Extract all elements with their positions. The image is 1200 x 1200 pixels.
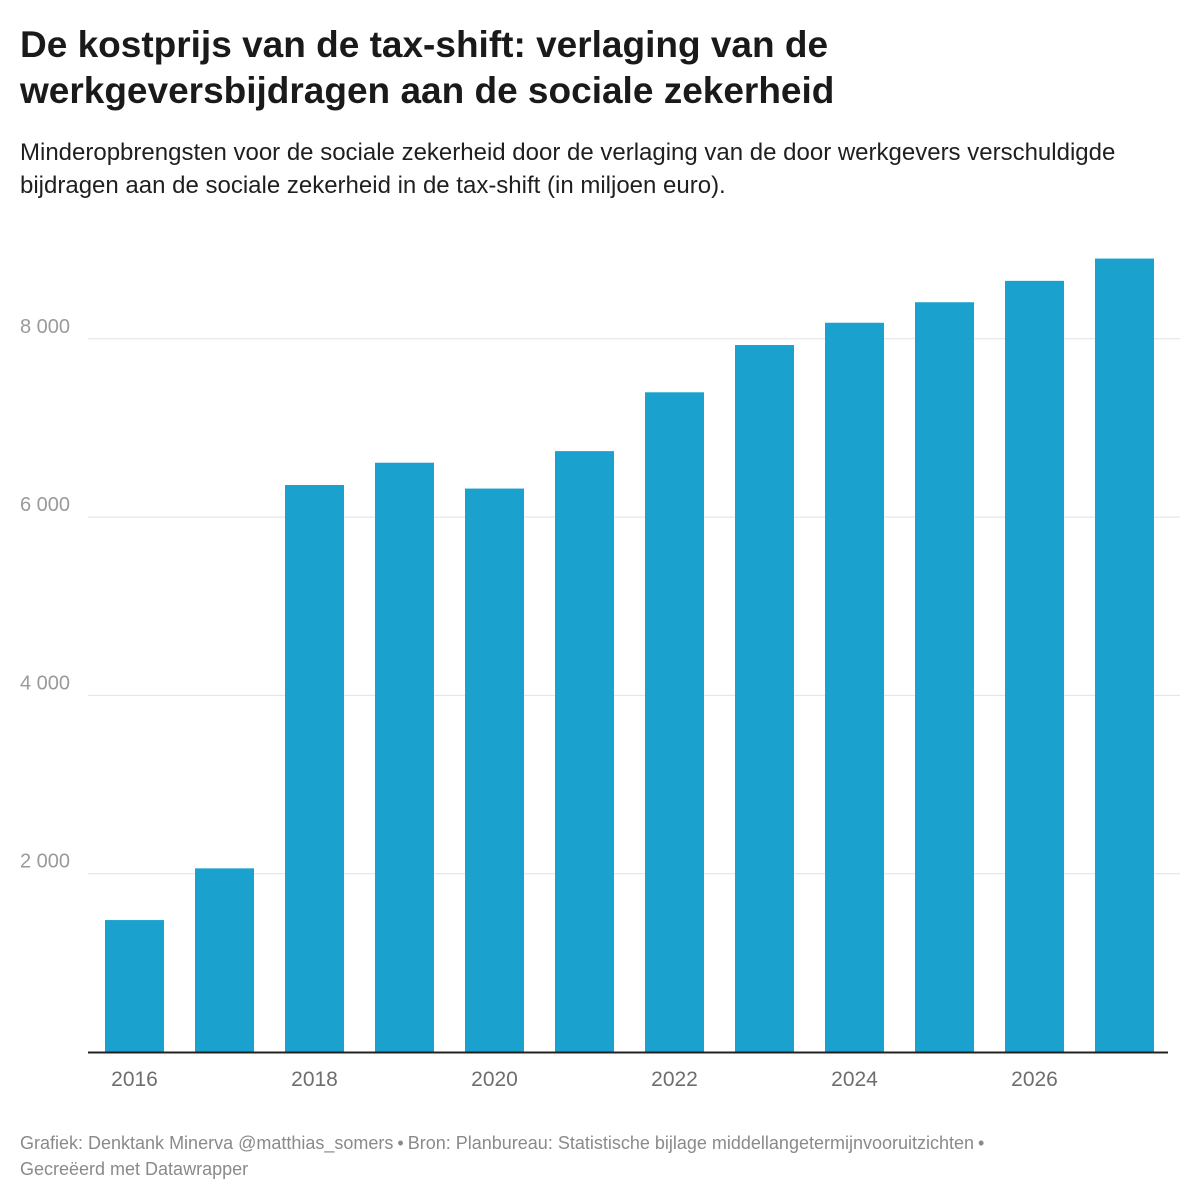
bar-2022 [645, 392, 704, 1052]
axes: 2016 2018 2020 2022 2024 2026 [88, 1051, 1168, 1091]
bar-2016 [105, 920, 164, 1052]
x-tick-label: 2020 [471, 1068, 518, 1091]
bar-2021 [555, 451, 614, 1052]
y-tick-label: 2 000 [20, 851, 70, 873]
bar-2023 [735, 345, 794, 1052]
chart-footer: Grafiek: Denktank Minerva @matthias_some… [20, 1130, 1180, 1182]
x-tick-label: 2026 [1011, 1068, 1058, 1091]
bar-2019 [375, 462, 434, 1052]
y-tick-label: 8 000 [20, 316, 70, 338]
x-tick-label: 2022 [651, 1068, 698, 1091]
chart-subtitle: Minderopbrengsten voor de sociale zekerh… [20, 139, 1116, 199]
bar-chart-svg: 2 000 4 000 6 000 8 000 2016 2018 2020 2022 202… [20, 258, 1180, 1091]
bar-chart: 2 000 4 000 6 000 8 000 2016 2018 2020 2022 202… [0, 220, 1200, 1100]
x-tick-label: 2016 [111, 1068, 158, 1091]
x-tick-label: 2018 [291, 1068, 338, 1091]
bar-2024 [825, 322, 884, 1052]
bar-2017 [195, 868, 254, 1052]
y-tick-label: 6 000 [20, 494, 70, 516]
bar-2027 [1095, 258, 1154, 1052]
chart-title: De kostprijs van de tax-shift: verlaging… [20, 24, 835, 111]
footer-separator: • [978, 1133, 985, 1153]
footer-credit: Grafiek: Denktank Minerva @matthias_some… [20, 1133, 394, 1153]
footer-source: Bron: Planbureau: Statistische bijlage m… [407, 1133, 975, 1153]
gridlines: 2 000 4 000 6 000 8 000 [20, 316, 1180, 875]
y-tick-label: 4 000 [20, 672, 70, 694]
bar-2020 [465, 488, 524, 1052]
bar-2026 [1005, 280, 1064, 1052]
bars [105, 258, 1154, 1053]
bar-2018 [285, 485, 344, 1053]
bar-2025 [915, 302, 974, 1052]
x-tick-label: 2024 [831, 1068, 878, 1091]
footer-separator: • [397, 1133, 404, 1153]
footer-made-with: Gecreëerd met Datawrapper [20, 1159, 249, 1179]
